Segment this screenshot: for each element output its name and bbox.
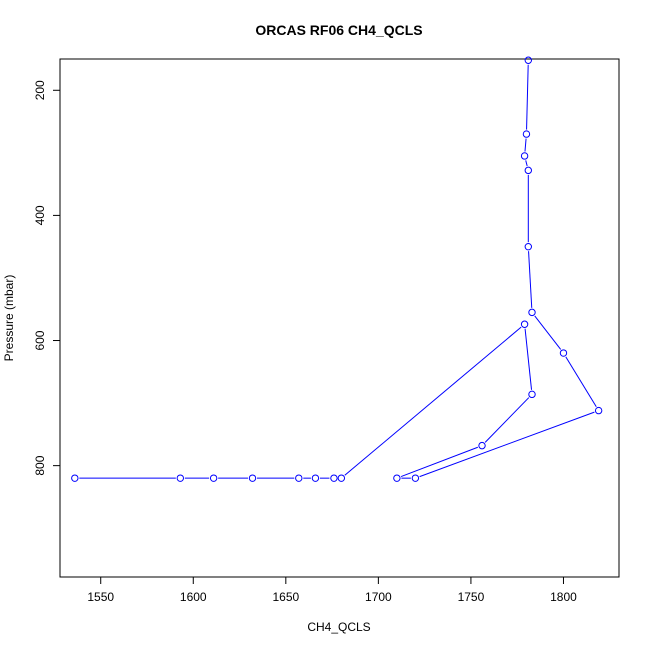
data-point	[528, 390, 536, 399]
y-axis: 200 400 600 800	[33, 80, 61, 476]
series-segment	[484, 397, 530, 443]
series-segment	[525, 160, 528, 167]
data-point	[337, 474, 346, 482]
chart-title: ORCAS RF06 CH4_QCLS	[255, 22, 422, 38]
data-point	[330, 474, 338, 482]
data-point	[209, 474, 218, 482]
x-axis: 1550 1600 1650 1700 1750 1800	[87, 576, 577, 604]
data-point	[295, 474, 303, 482]
x-tick-label: 1600	[180, 590, 207, 604]
series-segment	[528, 251, 533, 308]
data-point	[248, 474, 257, 482]
series-segment	[534, 315, 562, 350]
data-point	[411, 474, 420, 482]
y-axis-label: Pressure (mbar)	[2, 275, 16, 362]
series-segment	[565, 356, 597, 408]
data-point	[393, 474, 401, 482]
x-tick-label: 1800	[550, 590, 577, 604]
data-point	[559, 349, 568, 357]
data-point	[528, 308, 536, 317]
y-tick-label: 800	[33, 455, 47, 475]
series-segment	[344, 326, 522, 476]
y-tick-label: 400	[33, 205, 47, 225]
series-segment	[400, 446, 479, 478]
data-point	[524, 56, 533, 64]
series-segment	[524, 328, 533, 390]
data-point	[520, 320, 529, 328]
y-tick-label: 600	[33, 330, 47, 350]
x-tick-label: 1550	[87, 590, 114, 604]
data-point	[594, 406, 603, 415]
x-tick-label: 1650	[272, 590, 299, 604]
plot-frame	[59, 58, 620, 578]
series-segment	[524, 138, 527, 152]
data-point	[176, 474, 185, 482]
data-point	[524, 242, 533, 251]
data-point	[311, 474, 320, 482]
data-point	[71, 474, 79, 482]
data-point	[522, 130, 531, 138]
x-tick-label: 1700	[365, 590, 392, 604]
x-tick-label: 1750	[458, 590, 485, 604]
series-group	[71, 56, 603, 482]
series-segment	[419, 411, 595, 478]
data-point	[520, 152, 529, 160]
series-segment	[526, 64, 529, 130]
data-point	[478, 441, 486, 450]
data-point	[524, 166, 533, 175]
y-tick-label: 200	[33, 80, 47, 100]
x-axis-label: CH4_QCLS	[307, 620, 370, 634]
